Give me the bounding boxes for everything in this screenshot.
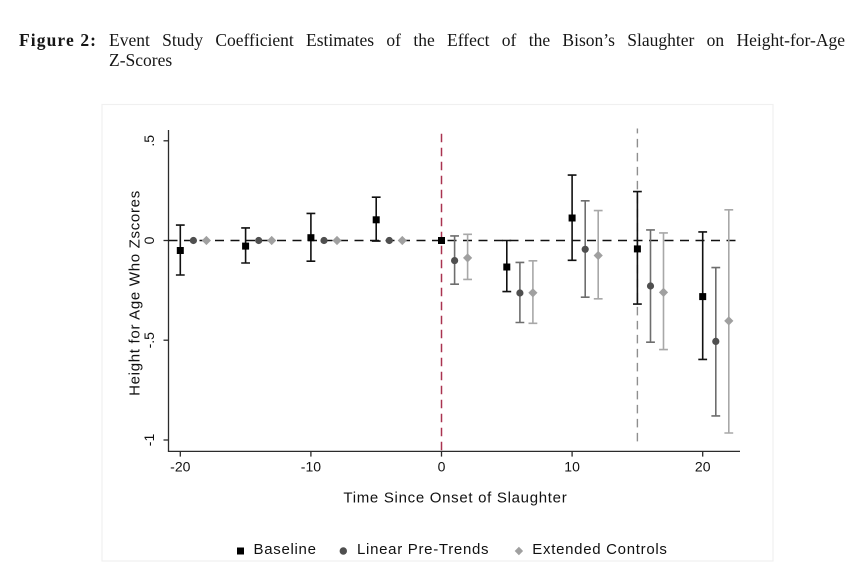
svg-text:0: 0 [438,459,446,475]
svg-text:.5: .5 [141,135,157,147]
svg-text:0: 0 [141,236,157,244]
svg-text:20: 20 [695,459,711,475]
svg-text:-10: -10 [301,459,321,475]
svg-text:Baseline: Baseline [254,541,317,558]
svg-text:Extended Controls: Extended Controls [532,541,667,558]
svg-text:Time Since Onset of Slaughter: Time Since Onset of Slaughter [343,490,567,507]
svg-text:-20: -20 [170,459,190,475]
svg-text:Linear Pre-Trends: Linear Pre-Trends [357,541,489,558]
svg-text:Height for Age Who Zscores: Height for Age Who Zscores [126,190,143,396]
svg-text:10: 10 [564,459,580,475]
svg-text:-.5: -.5 [141,332,157,349]
svg-text:-1: -1 [141,434,157,447]
